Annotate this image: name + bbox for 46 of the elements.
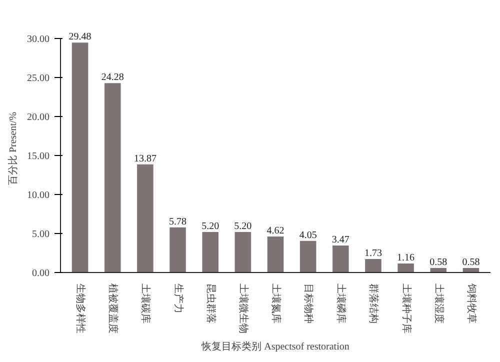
y-tick-label: 20.00	[27, 112, 50, 124]
x-tick-label: 土壤微生物	[237, 284, 250, 334]
y-tick-label: 0.00	[32, 268, 50, 279]
x-tick-label: 生物多样性	[74, 284, 87, 334]
y-tick-label: 5.00	[32, 229, 50, 240]
x-tick-label: 植被覆盖度	[107, 284, 120, 334]
data-label: 0.58	[430, 256, 448, 268]
data-label: 1.16	[397, 252, 415, 264]
bar	[332, 245, 349, 272]
data-label: 4.62	[266, 225, 284, 236]
x-tick-label: 群落结构	[368, 284, 380, 324]
x-axis-title: 恢复目标类别 Aspectsof restoration	[200, 340, 350, 352]
bar	[137, 164, 154, 272]
bar	[170, 227, 186, 272]
x-tick-label: 土壤磷库	[335, 284, 348, 324]
y-tick-label: 25.00	[27, 73, 50, 84]
data-label: 24.28	[101, 72, 124, 84]
data-label: 3.47	[332, 234, 350, 246]
data-label: 5.20	[234, 220, 252, 232]
bar	[202, 232, 218, 272]
bar	[267, 236, 284, 272]
y-tick-label: 15.00	[27, 151, 50, 162]
bar	[300, 240, 316, 272]
data-label: 5.20	[202, 220, 220, 232]
x-tick-label: 土壤种子库	[400, 284, 412, 334]
y-tick-label: 30.00	[27, 34, 50, 46]
bar	[365, 259, 382, 272]
x-tick-label: 生产力	[172, 284, 184, 314]
y-axis-title: 百分比 Present/%	[7, 112, 19, 186]
data-label: 5.78	[169, 216, 187, 228]
y-tick-label: 10.00	[27, 190, 50, 202]
data-label: 29.48	[68, 32, 92, 43]
data-label: 0.58	[462, 256, 480, 268]
bar	[104, 83, 121, 272]
x-tick-label: 土壤碳库	[140, 284, 152, 324]
data-label: 1.73	[364, 248, 382, 260]
bar	[72, 42, 88, 272]
x-tick-label: 土壤湿度	[432, 284, 445, 324]
data-label: 4.05	[299, 230, 317, 241]
x-tick-label: 土壤氮库	[270, 284, 282, 324]
bar	[234, 232, 252, 272]
x-tick-label: 饲料牧草	[465, 282, 478, 324]
x-tick-label: 昆虫群落	[204, 284, 217, 324]
data-label: 13.87	[134, 153, 156, 164]
bar	[398, 263, 414, 272]
x-tick-label: 目标物种	[302, 284, 315, 324]
